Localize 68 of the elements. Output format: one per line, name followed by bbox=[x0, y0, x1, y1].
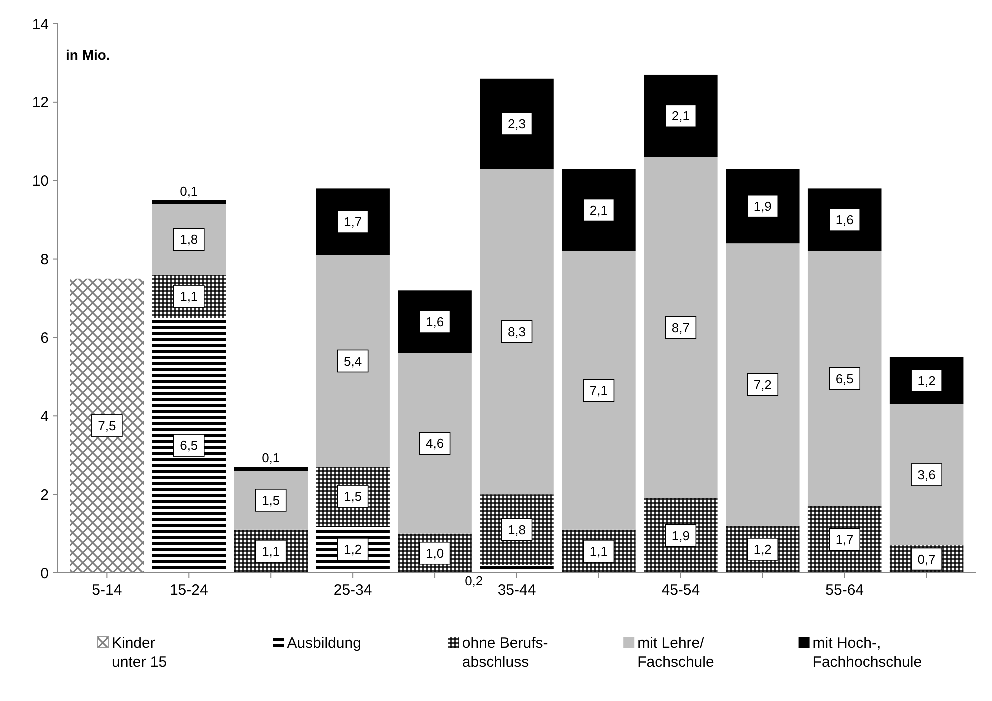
data-label: 1,9 bbox=[754, 198, 772, 214]
data-label: 8,7 bbox=[672, 320, 690, 336]
x-tick-label: 35-44 bbox=[498, 582, 536, 599]
legend-label: mit Hoch-, Fachhochschule bbox=[812, 635, 922, 671]
data-label: 1,7 bbox=[344, 214, 362, 230]
data-label: 1,8 bbox=[180, 232, 198, 248]
bar bbox=[70, 278, 144, 573]
data-label: 8,3 bbox=[508, 324, 526, 340]
bar bbox=[644, 157, 718, 498]
legend-label: ohne Berufs- abschluss bbox=[462, 635, 548, 671]
bar bbox=[152, 200, 226, 204]
data-label: 6,5 bbox=[836, 371, 854, 386]
data-label: 7,5 bbox=[98, 418, 116, 434]
bar bbox=[562, 169, 636, 252]
bar bbox=[562, 251, 636, 530]
x-tick-label: 5-14 bbox=[92, 582, 122, 599]
data-label: 1,5 bbox=[344, 489, 362, 504]
y-tick-label: 6 bbox=[40, 330, 49, 347]
bar bbox=[726, 244, 800, 526]
y-tick-label: 10 bbox=[32, 173, 49, 190]
bar bbox=[234, 467, 308, 472]
x-tick-label: 55-64 bbox=[826, 582, 864, 599]
data-label: 1,7 bbox=[836, 532, 854, 548]
data-label: 1,8 bbox=[508, 522, 526, 538]
data-label: 1,6 bbox=[426, 314, 444, 330]
bar bbox=[480, 565, 554, 573]
data-label: 1,6 bbox=[836, 212, 854, 228]
data-label: 3,6 bbox=[918, 468, 936, 483]
data-label: 0,7 bbox=[918, 552, 936, 567]
bar bbox=[480, 169, 554, 495]
bar bbox=[890, 404, 964, 546]
data-label: 1,2 bbox=[344, 542, 362, 558]
data-label: 5,4 bbox=[344, 354, 362, 369]
annotation: in Mio. bbox=[66, 47, 110, 63]
y-tick-label: 14 bbox=[32, 16, 49, 34]
x-tick-label: 25-34 bbox=[334, 582, 372, 599]
data-label: 1,2 bbox=[754, 542, 772, 558]
data-label: 1,9 bbox=[672, 528, 690, 544]
y-tick-label: 8 bbox=[40, 252, 49, 269]
bar bbox=[480, 78, 554, 170]
data-label: 2,1 bbox=[590, 202, 608, 218]
data-label: 1,1 bbox=[590, 544, 608, 559]
data-label: 4,6 bbox=[426, 436, 444, 452]
data-label: 2,3 bbox=[508, 116, 526, 132]
data-label: 6,5 bbox=[180, 438, 198, 454]
legend-label: Ausbildung bbox=[287, 635, 362, 652]
data-label: 1,0 bbox=[426, 546, 444, 561]
data-label: 0,1 bbox=[180, 184, 198, 200]
data-label: 1,1 bbox=[262, 544, 280, 559]
y-tick-label: 2 bbox=[40, 486, 49, 504]
data-label: 7,2 bbox=[754, 377, 772, 392]
data-label: 1,2 bbox=[918, 373, 936, 388]
data-label: 1,5 bbox=[262, 493, 280, 508]
x-tick-label: 15-24 bbox=[170, 582, 208, 599]
data-label: 1,1 bbox=[180, 289, 198, 304]
y-tick-label: 0 bbox=[40, 565, 49, 582]
bar bbox=[398, 353, 472, 534]
data-label: 2,1 bbox=[672, 108, 690, 124]
x-tick-label: 45-54 bbox=[662, 582, 700, 599]
y-tick-label: 12 bbox=[32, 94, 49, 112]
legend-label: mit Lehre/ Fachschule bbox=[638, 635, 714, 671]
y-tick-label: 4 bbox=[40, 408, 49, 426]
data-label: 7,1 bbox=[590, 383, 608, 398]
legend-label: Kinder unter 15 bbox=[112, 635, 168, 671]
data-label: 0,1 bbox=[262, 450, 280, 466]
bar bbox=[808, 251, 882, 506]
data-label: 0,2 bbox=[465, 574, 484, 589]
bar bbox=[316, 255, 390, 468]
